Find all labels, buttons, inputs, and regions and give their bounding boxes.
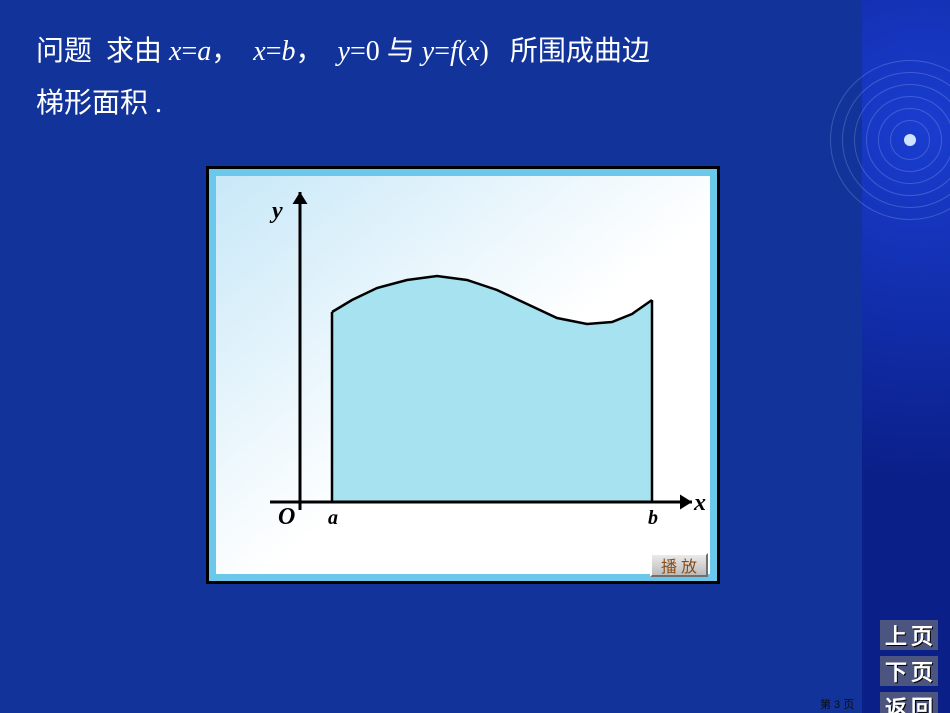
nav-prev-button[interactable]: 上页	[880, 620, 938, 650]
problem-text: 问题 求由 x=a， x=b， y=0 与 y=f(x) 所围成曲边 梯形面积 …	[36, 26, 650, 130]
page-number: 第 3 页	[820, 696, 854, 712]
side-background	[862, 0, 950, 713]
play-button[interactable]: 播 放	[650, 553, 708, 577]
nav-next-button[interactable]: 下页	[880, 656, 938, 686]
nav-prev-label: 上页	[881, 619, 937, 651]
svg-text:x: x	[693, 490, 706, 516]
figure-frame: O y x a b	[206, 166, 720, 584]
figure: O y x a b 播 放	[206, 166, 720, 584]
svg-text:y: y	[269, 198, 283, 224]
nav-back-label: 返回	[881, 691, 937, 713]
svg-text:b: b	[648, 507, 658, 529]
play-button-label: 播 放	[661, 553, 697, 577]
nav-back-button[interactable]: 返回	[880, 692, 938, 713]
svg-text:O: O	[278, 504, 295, 530]
nav-next-label: 下页	[881, 655, 937, 687]
problem-line-1: 问题 求由 x=a， x=b， y=0 与 y=f(x) 所围成曲边	[36, 26, 650, 78]
figure-plot: O y x a b	[212, 172, 714, 578]
problem-line-2: 梯形面积 .	[36, 78, 650, 130]
svg-text:a: a	[328, 507, 338, 529]
slide: 问题 求由 x=a， x=b， y=0 与 y=f(x) 所围成曲边 梯形面积 …	[0, 0, 950, 713]
